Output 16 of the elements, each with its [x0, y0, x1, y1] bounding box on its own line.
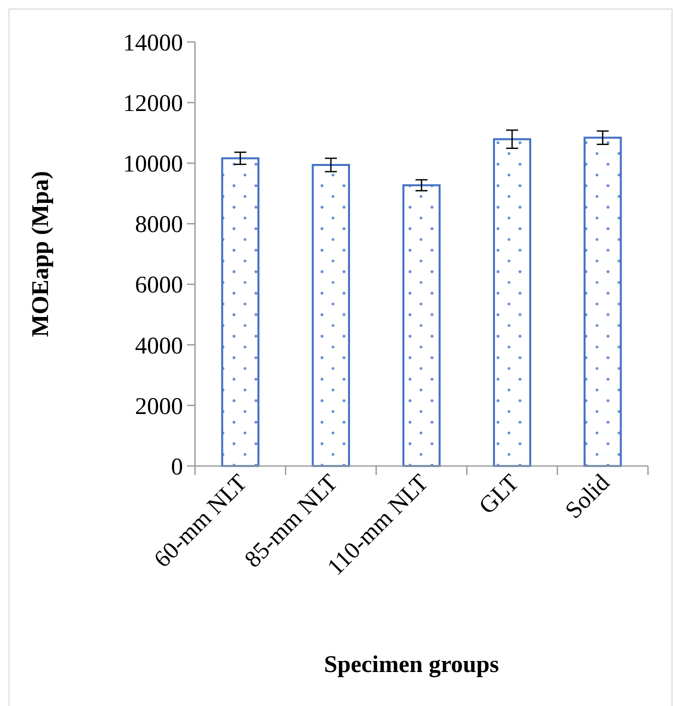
- bar: [221, 157, 260, 467]
- bar: [402, 184, 441, 467]
- y-tick-label: 10000: [123, 152, 183, 178]
- x-axis-title: Specimen groups: [324, 652, 499, 678]
- y-tick-label: 0: [171, 454, 183, 480]
- x-tick-label: GLT: [474, 470, 525, 520]
- y-tick-label: 6000: [135, 272, 183, 299]
- y-axis-title: MOEapp (Mpa): [28, 170, 54, 338]
- bar: [312, 164, 350, 467]
- y-tick-label: 8000: [135, 212, 183, 238]
- bar: [492, 138, 532, 467]
- y-tick-label: 14000: [123, 30, 183, 56]
- bar: [584, 136, 622, 467]
- y-tick-label: 2000: [135, 394, 183, 420]
- y-tick-label: 12000: [123, 90, 183, 117]
- y-tick-label: 4000: [135, 333, 183, 360]
